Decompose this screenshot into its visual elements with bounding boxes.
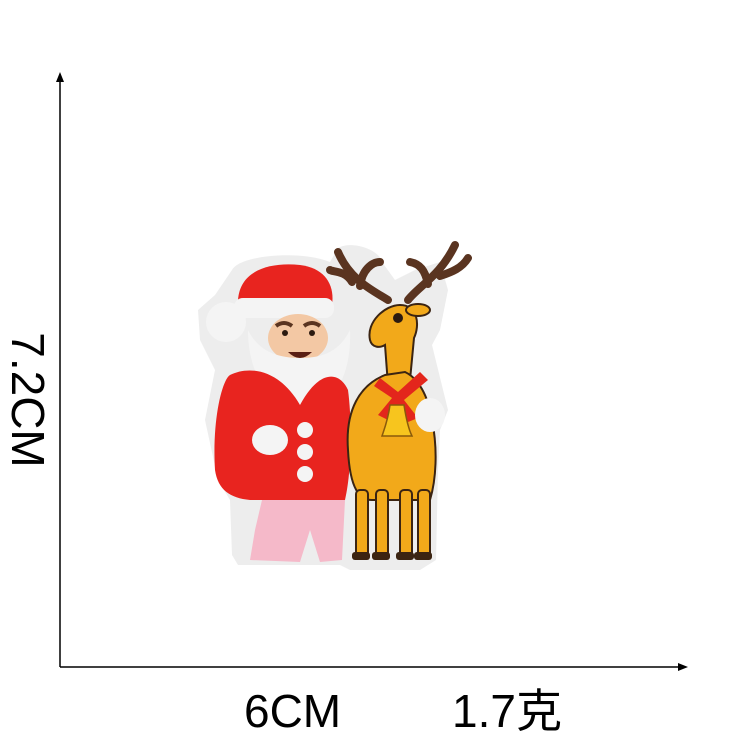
reindeer-antlers [326,241,472,304]
reindeer-bell [380,404,414,437]
santa-mouth [288,352,312,358]
santa-eyebrow-right [302,321,322,328]
santa-eye-left [282,330,288,336]
coat-button-3 [297,466,313,482]
santa-hat-pompom [206,302,246,342]
coat-button-2 [297,444,313,460]
width-label: 6CM [244,685,342,737]
santa-face [268,314,328,362]
width-axis-arrow-icon [678,663,688,671]
santa-hand [415,398,445,432]
reindeer-head [368,303,418,387]
santa-glove [252,425,288,455]
embroidered-patch-icon [198,241,472,570]
santa-eye-right [309,330,315,336]
coat-button-1 [297,422,313,438]
height-axis-arrow-icon [56,72,64,82]
reindeer-ear [405,303,431,317]
santa-eyebrow-left [274,321,294,328]
height-label: 7.2CM [2,332,54,468]
santa-hat-brim [234,298,334,318]
reindeer-hooves [352,552,432,560]
santa-pants [250,500,345,562]
reindeer-bow [374,372,428,422]
reindeer-eye [393,313,403,323]
weight-label: 1.7克 [452,685,562,737]
